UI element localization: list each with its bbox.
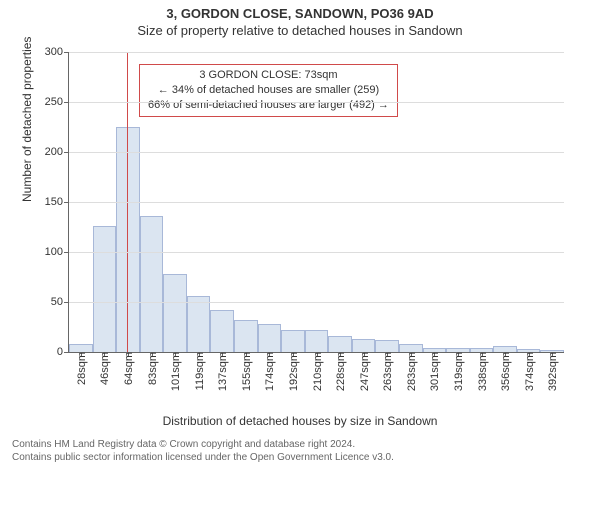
x-tick-label: 247sqm bbox=[357, 352, 371, 391]
info-box-line: 3 GORDON CLOSE: 73sqm bbox=[148, 68, 389, 83]
footer-line-2: Contains public sector information licen… bbox=[12, 451, 588, 464]
y-tick-label: 50 bbox=[51, 296, 69, 308]
info-box: 3 GORDON CLOSE: 73sqm← 34% of detached h… bbox=[139, 64, 398, 117]
y-axis-title: Number of detached properties bbox=[20, 37, 34, 202]
chart-container: Number of detached properties 3 GORDON C… bbox=[20, 42, 580, 412]
y-tick-label: 150 bbox=[45, 196, 69, 208]
x-axis-title: Distribution of detached houses by size … bbox=[0, 414, 600, 428]
histogram-bar bbox=[281, 330, 305, 352]
x-tick-label: 46sqm bbox=[97, 352, 111, 385]
x-tick-label: 101sqm bbox=[168, 352, 182, 391]
x-tick-label: 301sqm bbox=[427, 352, 441, 391]
x-tick-label: 174sqm bbox=[262, 352, 276, 391]
grid-line bbox=[69, 202, 564, 203]
histogram-bar bbox=[234, 320, 258, 352]
grid-line bbox=[69, 152, 564, 153]
x-tick-label: 155sqm bbox=[239, 352, 253, 391]
x-tick-label: 263sqm bbox=[380, 352, 394, 391]
histogram-bar bbox=[69, 344, 93, 352]
x-tick-label: 83sqm bbox=[145, 352, 159, 385]
x-tick-label: 28sqm bbox=[74, 352, 88, 385]
info-box-line: ← 34% of detached houses are smaller (25… bbox=[148, 83, 389, 98]
x-tick-label: 137sqm bbox=[215, 352, 229, 391]
x-tick-label: 64sqm bbox=[121, 352, 135, 385]
info-box-line: 66% of semi-detached houses are larger (… bbox=[148, 98, 389, 113]
x-tick-label: 192sqm bbox=[286, 352, 300, 391]
grid-line bbox=[69, 252, 564, 253]
histogram-bar bbox=[375, 340, 399, 352]
x-tick-label: 392sqm bbox=[545, 352, 559, 391]
x-tick-label: 210sqm bbox=[310, 352, 324, 391]
histogram-bar bbox=[258, 324, 282, 352]
y-tick-label: 300 bbox=[45, 46, 69, 58]
histogram-bar bbox=[399, 344, 423, 352]
footer-line-1: Contains HM Land Registry data © Crown c… bbox=[12, 438, 588, 451]
histogram-bar bbox=[163, 274, 187, 352]
x-tick-label: 319sqm bbox=[451, 352, 465, 391]
y-tick-label: 200 bbox=[45, 146, 69, 158]
histogram-bar bbox=[328, 336, 352, 352]
footer-attribution: Contains HM Land Registry data © Crown c… bbox=[12, 438, 588, 464]
x-tick-label: 356sqm bbox=[498, 352, 512, 391]
x-tick-label: 283sqm bbox=[404, 352, 418, 391]
histogram-bar bbox=[93, 226, 117, 352]
grid-line bbox=[69, 52, 564, 53]
y-tick-label: 0 bbox=[57, 346, 69, 358]
x-tick-label: 338sqm bbox=[475, 352, 489, 391]
histogram-bar bbox=[305, 330, 329, 352]
histogram-bar bbox=[116, 127, 140, 352]
x-tick-label: 374sqm bbox=[522, 352, 536, 391]
x-tick-label: 228sqm bbox=[333, 352, 347, 391]
y-tick-label: 100 bbox=[45, 246, 69, 258]
plot-area: 3 GORDON CLOSE: 73sqm← 34% of detached h… bbox=[68, 52, 564, 353]
grid-line bbox=[69, 302, 564, 303]
chart-title-address: 3, GORDON CLOSE, SANDOWN, PO36 9AD bbox=[0, 6, 600, 21]
histogram-bar bbox=[187, 296, 211, 352]
histogram-bar bbox=[352, 339, 376, 352]
grid-line bbox=[69, 102, 564, 103]
chart-title-subtitle: Size of property relative to detached ho… bbox=[0, 23, 600, 38]
histogram-bar bbox=[140, 216, 164, 352]
x-tick-label: 119sqm bbox=[192, 352, 206, 390]
histogram-bar bbox=[210, 310, 234, 352]
y-tick-label: 250 bbox=[45, 96, 69, 108]
